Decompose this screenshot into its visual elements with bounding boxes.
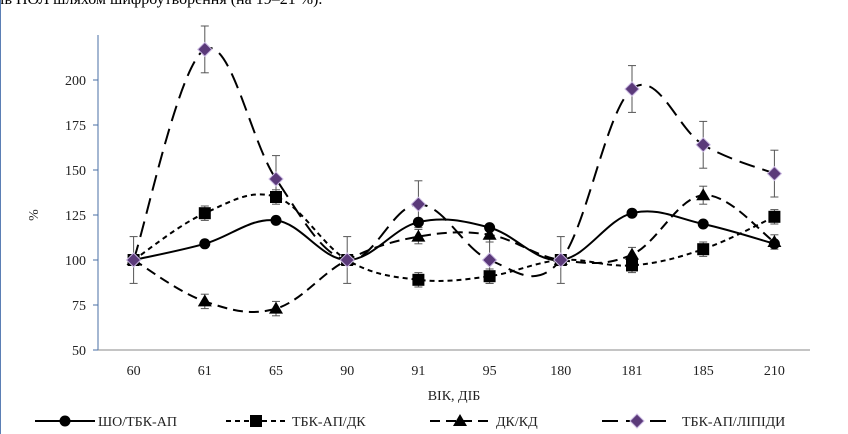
data-point [199,238,211,250]
legend-label: ТБК-АП/ДК [292,415,366,430]
x-tick-labels: 60 61 65 90 91 95 180 181 185 210 [127,364,785,379]
y-tick-label: 100 [65,254,86,269]
data-point [125,252,142,268]
data-point [198,207,211,220]
y-tick-label: 200 [65,74,86,89]
data-point [412,273,425,286]
data-point [412,216,424,228]
y-tick-labels: 50 75 100 125 150 175 200 [65,74,98,359]
data-point [624,81,640,97]
legend-label: ШО/ТБК-АП [98,415,177,430]
x-tick-label: 210 [764,364,785,379]
series-markers [125,41,783,314]
data-point [695,137,711,153]
y-axis-title: % [27,209,42,221]
x-tick-label: 90 [340,364,354,379]
y-tick-label: 50 [72,344,86,359]
x-axis-title: ВІК, ДІБ [428,389,481,404]
data-point [768,210,781,223]
data-point [482,227,497,240]
series-line [133,210,775,262]
legend: ШО/ТБК-АП ТБК-АП/ДК ДК/КД ТБК-АП/ЛІПІДИ [35,413,785,430]
y-tick-label: 75 [72,299,86,314]
y-tick-label: 150 [65,164,86,179]
y-tick-label: 175 [65,119,86,134]
data-point [339,252,355,268]
series-line [133,194,775,313]
data-point [411,229,426,242]
data-point [629,413,645,429]
x-tick-label: 65 [269,364,283,379]
x-tick-label: 95 [483,364,497,379]
data-point [197,294,212,307]
x-tick-label: 181 [622,364,643,379]
x-tick-label: 61 [198,364,212,379]
data-point [696,188,711,201]
data-point [59,415,71,427]
data-point [483,270,496,283]
data-point [766,165,783,182]
data-point [626,259,638,272]
data-point [626,207,638,219]
data-point [697,243,710,256]
data-point [270,214,282,226]
error-bars [129,25,779,317]
data-point [270,191,282,203]
data-point [453,414,467,426]
x-tick-label: 91 [411,364,425,379]
data-point [410,196,427,212]
data-point [484,222,496,234]
x-tick-label: 60 [127,364,141,379]
legend-label: ДК/КД [496,415,538,430]
series-line [132,47,775,278]
data-point [767,235,782,247]
header-text: ів НОЛ шляхом шифроутворення (на 19–21 %… [0,0,322,9]
x-tick-label: 185 [693,364,714,379]
data-point [481,252,498,268]
data-point [553,252,569,268]
data-point [268,171,284,187]
data-point [269,301,283,314]
data-point [697,218,709,230]
data-point [625,247,639,260]
legend-label: ТБК-АП/ЛІПІДИ [682,415,785,430]
series-lines [132,47,775,313]
data-point [250,415,262,427]
series-line [133,193,775,282]
y-tick-label: 125 [65,209,86,224]
data-point [197,41,213,58]
x-tick-label: 180 [550,364,571,379]
